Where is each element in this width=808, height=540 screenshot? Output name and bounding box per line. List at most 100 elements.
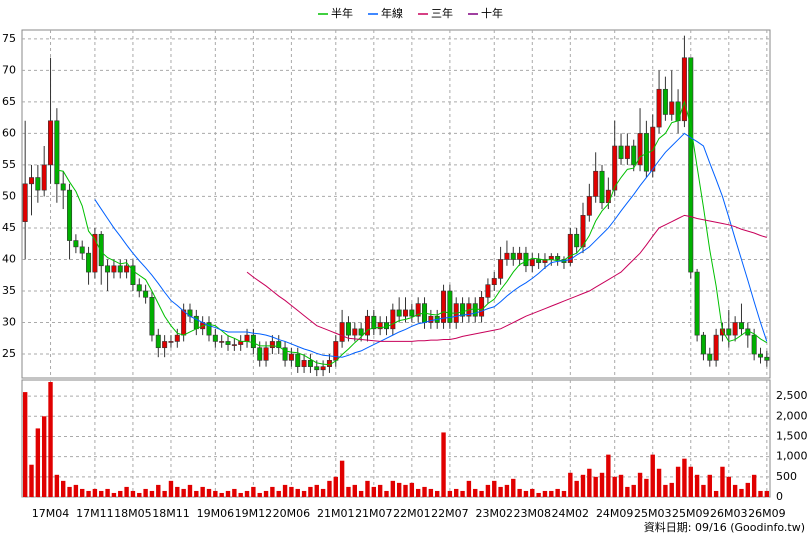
candle-body <box>111 265 117 273</box>
volume-bar <box>561 490 567 497</box>
volume-bar <box>504 484 510 497</box>
volume-panel <box>21 379 771 498</box>
x-tick-label: 18M11 <box>152 507 190 520</box>
volume-bar <box>276 490 281 497</box>
volume-bar <box>606 454 611 497</box>
volume-bar <box>517 488 522 497</box>
x-tick-label: 26M09 <box>748 507 786 520</box>
x-tick-label: 24M09 <box>596 507 634 520</box>
x-tick-label: 21M01 <box>317 507 355 520</box>
volume-bar <box>181 488 186 497</box>
candle-body <box>288 353 294 361</box>
volume-bar <box>694 474 700 497</box>
y-tick-label: 60 <box>2 126 16 139</box>
volume-bar <box>22 392 28 497</box>
x-tick-label: 22M07 <box>431 507 469 520</box>
candle-body <box>472 303 478 317</box>
volume-bar <box>669 482 674 497</box>
candle-body <box>301 360 307 367</box>
volume-bar <box>187 484 193 497</box>
volume-bar <box>257 492 262 497</box>
x-tick-label: 25M09 <box>672 507 710 520</box>
volume-bar <box>764 490 770 497</box>
y2-tick-label: 0 <box>776 490 783 503</box>
candle-body <box>726 328 732 336</box>
x-tick-label: 24M02 <box>552 507 590 520</box>
candle-body <box>567 233 573 263</box>
volume-bar <box>213 490 218 497</box>
volume-bar <box>466 480 472 497</box>
volume-bar <box>631 484 636 497</box>
volume-bar <box>428 488 434 497</box>
y-tick-label: 25 <box>2 347 16 360</box>
volume-bar <box>308 486 313 497</box>
volume-bar <box>289 486 294 497</box>
volume-bar <box>54 474 60 497</box>
volume-bar <box>422 486 427 497</box>
volume-bar <box>682 458 687 497</box>
volume-bar <box>650 454 655 497</box>
candle-body <box>700 334 706 355</box>
candle-body <box>231 344 237 346</box>
candle-body <box>498 259 504 279</box>
candle-body <box>67 189 73 241</box>
candle-body <box>460 303 466 317</box>
candle-body <box>35 177 41 191</box>
candle-body <box>529 259 535 267</box>
volume-bar <box>688 466 693 497</box>
candle-body <box>612 145 618 191</box>
candle-body <box>307 360 313 367</box>
candle-body <box>358 328 364 336</box>
candle-body <box>54 120 60 185</box>
candle-body <box>92 233 98 273</box>
x-tick-label: 19M12 <box>235 507 273 520</box>
candle-body <box>593 170 599 197</box>
candle-body <box>244 334 250 342</box>
ma-line <box>246 214 767 342</box>
volume-bar <box>460 490 465 497</box>
volume-bar <box>409 482 415 497</box>
ma-line <box>56 100 768 366</box>
volume-bar <box>314 484 319 497</box>
candle-body <box>136 284 142 292</box>
candle-body <box>371 315 377 330</box>
candle-body <box>390 309 396 330</box>
volume-bar <box>675 466 681 497</box>
y-tick-label: 35 <box>2 284 16 297</box>
volume-bar <box>29 464 34 497</box>
candle-body <box>257 347 263 361</box>
candle-body <box>713 334 719 361</box>
volume-bar <box>327 480 332 497</box>
volume-bar <box>48 382 53 497</box>
candle-body <box>751 334 757 355</box>
candle-body <box>162 341 168 349</box>
volume-bar <box>555 488 560 497</box>
volume-bar <box>530 488 535 497</box>
volume-bar <box>143 488 148 497</box>
volume-bar <box>270 486 275 497</box>
volume-bar <box>726 476 731 497</box>
candle-body <box>662 88 668 115</box>
volume-bar <box>580 474 586 497</box>
candle-body <box>174 334 180 342</box>
volume-bar <box>162 490 167 497</box>
candle-body <box>656 88 662 128</box>
volume-bar <box>612 476 617 497</box>
candle-body <box>738 322 744 330</box>
candle-body <box>447 290 453 323</box>
volume-bar <box>200 486 205 497</box>
volume-bar <box>61 480 66 497</box>
y2-tick-label: 1,500 <box>776 429 808 442</box>
candle-body <box>345 322 351 336</box>
candle-body <box>409 309 415 317</box>
candle-body <box>650 126 656 172</box>
candle-body <box>79 246 85 254</box>
y-tick-label: 70 <box>2 63 16 76</box>
legend-label: 半年 <box>331 6 353 20</box>
volume-bar <box>156 484 161 497</box>
volume-bar <box>377 484 383 497</box>
x-tick-label: 20M06 <box>273 507 311 520</box>
volume-bar <box>105 488 110 497</box>
volume-bar <box>523 490 529 497</box>
